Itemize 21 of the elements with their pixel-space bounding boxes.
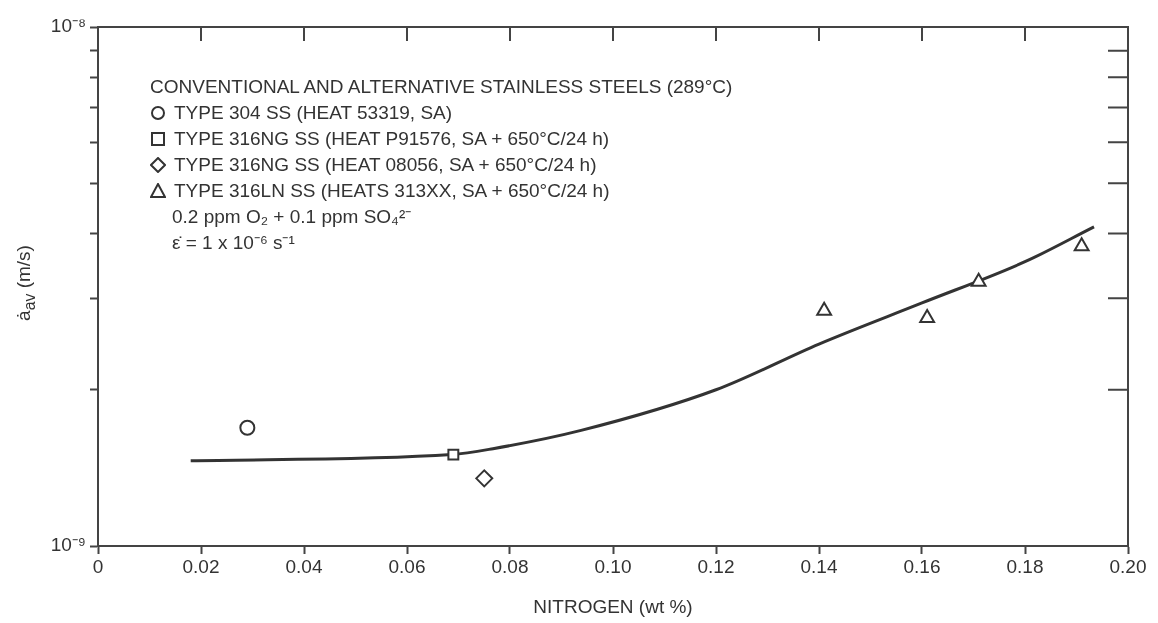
x-tick-label: 0.06 <box>388 555 426 577</box>
legend-label: TYPE 304 SS (HEAT 53319, SA) <box>174 101 453 125</box>
x-tick-label: 0.16 <box>903 555 941 577</box>
x-tick-label: 0.18 <box>1006 555 1044 577</box>
x-tick-label: 0.10 <box>594 555 632 577</box>
x-tick-label: 0.14 <box>800 555 838 577</box>
y-tick-label: 10⁻⁹ <box>50 534 86 556</box>
legend-label: TYPE 316NG SS (HEAT P91576, SA + 650°C/24 h) <box>174 127 610 151</box>
x-tick-label: 0 <box>92 555 104 577</box>
annotation: 0.2 ppm O₂ + 0.1 ppm SO₄²⁻ <box>171 205 413 229</box>
legend-label: TYPE 316LN SS (HEATS 313XX, SA + 650°C/24 h) <box>174 179 610 203</box>
legend-label: TYPE 316NG SS (HEAT 08056, SA + 650°C/24 h) <box>174 153 597 177</box>
legend-title: CONVENTIONAL AND ALTERNATIVE STAINLESS STEELS (289°C) <box>150 75 733 99</box>
y-tick-label: 10⁻⁸ <box>50 15 86 37</box>
x-tick-label: 0.04 <box>285 555 323 577</box>
x-tick-label: 0.12 <box>697 555 735 577</box>
annotation: ε̇ = 1 x 10⁻⁶ s⁻¹ <box>171 231 296 255</box>
x-tick-label: 0.20 <box>1109 555 1147 577</box>
x-tick-label: 0.08 <box>491 555 529 577</box>
x-axis-title: NITROGEN (wt %) <box>533 595 693 617</box>
x-tick-label: 0.02 <box>182 555 220 577</box>
